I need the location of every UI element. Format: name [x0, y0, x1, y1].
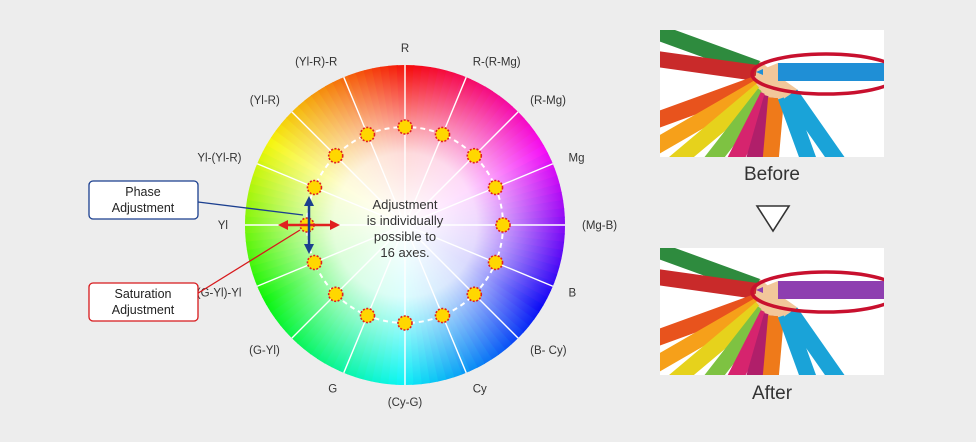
- axis-marker: [434, 307, 451, 324]
- pencils-after-illustration: [660, 248, 884, 375]
- phase-adjustment-callout: Phase Adjustment: [88, 180, 304, 220]
- pencil-body: [778, 93, 816, 157]
- axis-label: (Cy-G): [388, 397, 423, 409]
- axis-spoke: [404, 224, 467, 374]
- highlighted-pencil-before: [756, 63, 884, 81]
- highlight-ring-before: [750, 52, 884, 96]
- pencils-before-illustration: [660, 30, 884, 157]
- pencil-body: [660, 269, 758, 299]
- center-text-line-4: 16 axes.: [380, 245, 429, 260]
- phase-label-line-2: Adjustment: [112, 201, 175, 215]
- axis-label: Mg: [569, 152, 585, 164]
- pencil-body: [660, 76, 761, 128]
- axis-label: R-(R-Mg): [473, 56, 521, 68]
- axis-spoke: [404, 163, 554, 226]
- before-photo: [660, 30, 884, 157]
- axis-marker: [466, 147, 483, 164]
- saturation-adjustment-callout: Saturation Adjustment: [88, 229, 301, 322]
- pencil-body: [660, 80, 763, 154]
- axis-marker: [306, 254, 323, 271]
- highlight-ring-after: [750, 270, 884, 314]
- pencil-body: [778, 311, 816, 375]
- axis-labels: R R-(R-Mg) (R-Mg) Mg (Mg-B) B (B- Cy) Cy (Cy-G) G…: [197, 43, 618, 409]
- after-photo: [660, 248, 884, 375]
- axis-marker: [466, 286, 483, 303]
- down-triangle-icon: [755, 205, 791, 233]
- axis-spoke: [291, 111, 406, 226]
- axis-marker: [327, 286, 344, 303]
- axis-marker: [306, 179, 323, 196]
- pencil-body: [669, 84, 767, 157]
- center-text-line-2: is individually: [367, 213, 444, 228]
- axis-label: (G-Yl)-Yl: [197, 288, 242, 300]
- color-wheel-diagram: R R-(R-Mg) (R-Mg) Mg (Mg-B) B (B- Cy) Cy (Cy-G) G…: [88, 43, 618, 409]
- axis-label: Yl-(Yl-R): [197, 152, 241, 164]
- axis-marker: [359, 126, 376, 143]
- axis-spoke: [256, 224, 406, 287]
- pencil-body: [660, 51, 758, 81]
- center-text-line-1: Adjustment: [372, 197, 437, 212]
- axis-spoke: [404, 111, 519, 226]
- axis-label: R: [401, 43, 409, 55]
- pencil-body: [784, 307, 845, 375]
- axis-marker: [487, 179, 504, 196]
- axis-marker: [359, 307, 376, 324]
- center-text-line-3: possible to: [374, 229, 436, 244]
- axis-spoke: [404, 224, 519, 339]
- axis-spoke: [291, 224, 406, 339]
- axis-label: (R-Mg): [530, 95, 566, 107]
- pencil-body: [660, 294, 761, 346]
- before-caption: Before: [744, 164, 800, 185]
- pencil-body: [784, 89, 845, 157]
- axis-spoke: [404, 76, 467, 226]
- saturation-label-line-1: Saturation: [115, 287, 172, 301]
- axis-label: Yl: [218, 220, 228, 232]
- axis-marker: [487, 254, 504, 271]
- axis-spokes: [245, 65, 565, 385]
- pencil-tip: [778, 76, 798, 99]
- pencil-body: [762, 315, 785, 375]
- axis-spoke: [256, 163, 406, 226]
- axis-marker: [495, 217, 511, 233]
- axis-spoke: [343, 76, 406, 226]
- axis-label: (Yl-R): [250, 95, 280, 107]
- pencil-body: [762, 97, 785, 157]
- axis-label: (G-Yl): [249, 345, 280, 357]
- pencil-body: [660, 298, 763, 372]
- axis-label: Cy: [473, 384, 487, 396]
- axis-marker: [327, 147, 344, 164]
- pencil-tip: [778, 294, 798, 317]
- saturation-label-line-2: Adjustment: [112, 303, 175, 317]
- axis-spoke: [404, 224, 554, 287]
- axis-marker: [434, 126, 451, 143]
- axis-label: (B- Cy): [530, 345, 567, 357]
- highlighted-pencil-after: [756, 281, 884, 299]
- axis-marker: [397, 315, 413, 331]
- axis-label: (Mg-B): [582, 220, 617, 232]
- pencil-body: [669, 302, 767, 375]
- axis-label: B: [569, 288, 577, 300]
- phase-label-line-1: Phase: [125, 185, 160, 199]
- axis-spoke: [343, 224, 406, 374]
- adjustment-arrows: [278, 196, 340, 254]
- axis-label: (Yl-R)-R: [295, 56, 337, 68]
- axis-label: G: [328, 384, 337, 396]
- axis-marker: [397, 119, 413, 135]
- after-caption: After: [751, 383, 793, 404]
